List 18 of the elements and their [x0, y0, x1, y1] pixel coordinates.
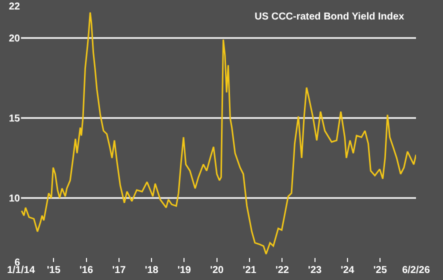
x-tick-label: '24 — [340, 265, 355, 276]
x-tick-label: '25 — [373, 265, 388, 276]
x-tick-label: '15 — [46, 265, 61, 276]
x-tick-label: '19 — [177, 265, 192, 276]
x-tick-label: '20 — [210, 265, 224, 276]
text: US CCC-rated Bond Yield Index — [254, 12, 405, 23]
x-tick-label: '17 — [112, 265, 126, 276]
x-tick-label: '16 — [79, 265, 94, 276]
x-tick-label: '23 — [308, 265, 322, 276]
line-series — [21, 12, 416, 255]
y-tick-label: 20 — [8, 34, 20, 44]
x-tick-label: '22 — [275, 265, 290, 276]
y-tick-label: 22 — [8, 2, 20, 12]
y-tick-label: 10 — [8, 194, 20, 204]
x-tick-label: 6/2/26 — [402, 265, 430, 276]
y-tick-label: 15 — [8, 114, 20, 124]
x-tick-label: '21 — [242, 265, 257, 276]
x-tick-label: '18 — [144, 265, 159, 276]
